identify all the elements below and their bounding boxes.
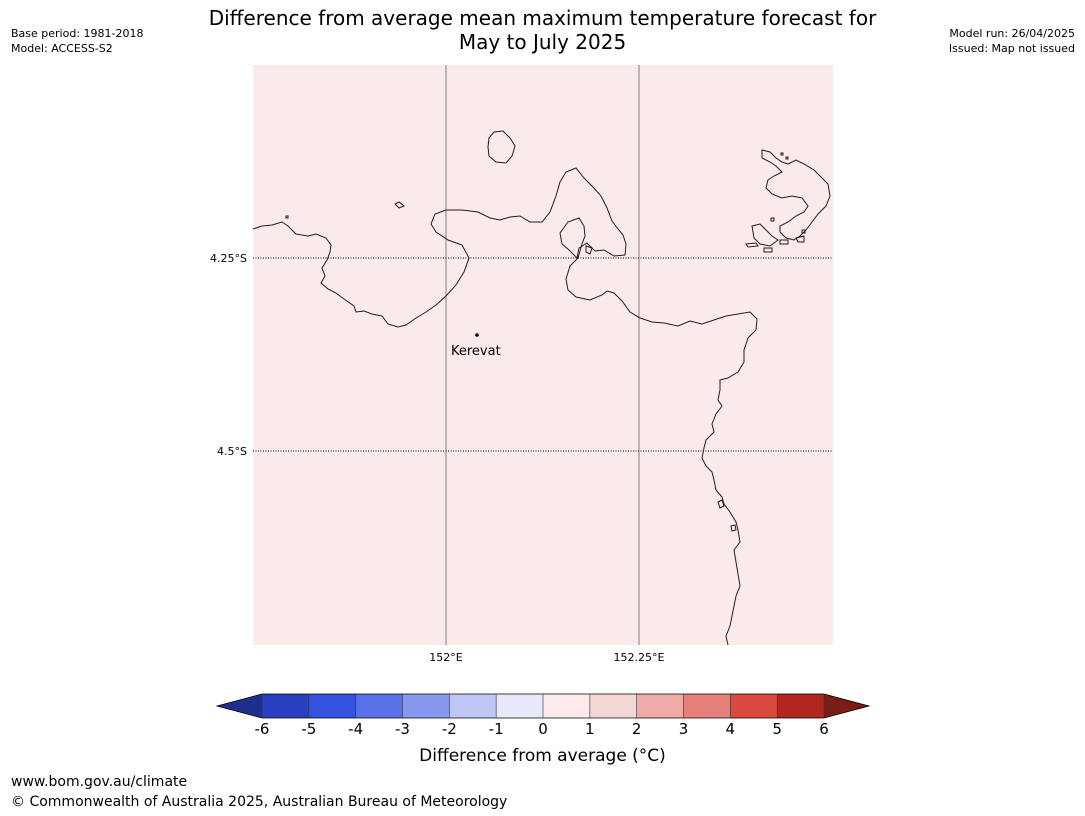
title-line-1: Difference from average mean maximum tem… (208, 6, 877, 30)
colorbar-ticks: -6 -5 -4 -3 -2 -1 0 1 2 3 4 5 6 (255, 694, 829, 738)
colorbar-segment (636, 694, 684, 718)
colorbar-tick-label: -4 (348, 720, 363, 738)
colorbar-segment (402, 694, 450, 718)
map: Kerevat 4.25°S 4.5°S 152°E 152.25°E (210, 65, 833, 664)
colorbar-tick-label: -2 (442, 720, 457, 738)
colorbar-segment (355, 694, 403, 718)
island-north (487, 130, 516, 164)
colorbar-extend-low (217, 694, 262, 718)
kerevat-marker (475, 333, 479, 337)
base-period: Base period: 1981-2018 (11, 27, 144, 40)
colorbar-tick-label: 5 (772, 720, 782, 738)
colorbar-tick-label: -5 (301, 720, 316, 738)
map-area (253, 65, 833, 645)
colorbar-label: Difference from average (°C) (419, 746, 666, 766)
colorbar-segment (449, 694, 497, 718)
colorbar-tick-label: 3 (679, 720, 689, 738)
lat-label-4-25: 4.25°S (210, 252, 247, 265)
footer-copyright: © Commonwealth of Australia 2025, Austra… (11, 794, 508, 810)
colorbar-tick-label: 4 (726, 720, 736, 738)
colorbar-tick-label: 0 (538, 720, 548, 738)
colorbar-tick-label: -1 (489, 720, 504, 738)
ne-island-10 (801, 229, 806, 234)
coastal-islet-1 (717, 499, 725, 509)
kerevat-label: Kerevat (451, 344, 501, 359)
title-line-2: May to July 2025 (458, 30, 627, 54)
ne-island-6 (795, 235, 805, 243)
ne-island-7 (770, 217, 775, 222)
colorbar-tick-label: 6 (819, 720, 829, 738)
issued-status: Issued: Map not issued (948, 42, 1075, 55)
colorbar-tick-label: -6 (255, 720, 270, 738)
footer-url[interactable]: www.bom.gov.au/climate (11, 774, 188, 790)
colorbar-segment (589, 694, 638, 718)
ne-island-3 (745, 242, 759, 248)
colorbar-tick-label: 2 (632, 720, 642, 738)
ne-island-4 (763, 247, 773, 253)
model-run: Model run: 26/04/2025 (949, 27, 1075, 40)
islet-2 (285, 215, 289, 219)
ne-island-9 (785, 156, 789, 160)
colorbar-segment (308, 694, 357, 718)
ne-island-main (761, 149, 831, 241)
colorbar-segment (683, 694, 731, 718)
chart-title: Difference from average mean maximum tem… (0, 6, 1085, 54)
colorbar-segment (543, 694, 591, 718)
ne-island-2 (751, 223, 779, 247)
meta-right: Model run: 26/04/2025 Issued: Map not is… (949, 26, 1075, 56)
colorbar-tick-label: -3 (395, 720, 410, 738)
lon-label-152-25: 152.25°E (614, 651, 665, 664)
ne-island-5 (779, 239, 789, 245)
colorbar-extend-high (824, 694, 869, 718)
coastal-islet-2 (730, 524, 737, 532)
lat-label-4-5: 4.5°S (217, 445, 247, 458)
lon-label-152: 152°E (429, 651, 462, 664)
colorbar-tick-label: 1 (585, 720, 595, 738)
islet-3 (585, 245, 593, 255)
model-name: Model: ACCESS-S2 (11, 42, 113, 55)
meta-left: Base period: 1981-2018 Model: ACCESS-S2 (11, 26, 143, 56)
colorbar-segment (496, 694, 544, 718)
colorbar-segment (730, 694, 778, 718)
colorbar: -6 -5 -4 -3 -2 -1 0 1 2 3 4 5 6 (215, 693, 871, 738)
coastline-main (252, 167, 758, 646)
colorbar-segment (777, 694, 825, 718)
islet-1 (394, 201, 405, 209)
colorbar-segment (262, 694, 310, 718)
ne-island-8 (780, 152, 784, 156)
